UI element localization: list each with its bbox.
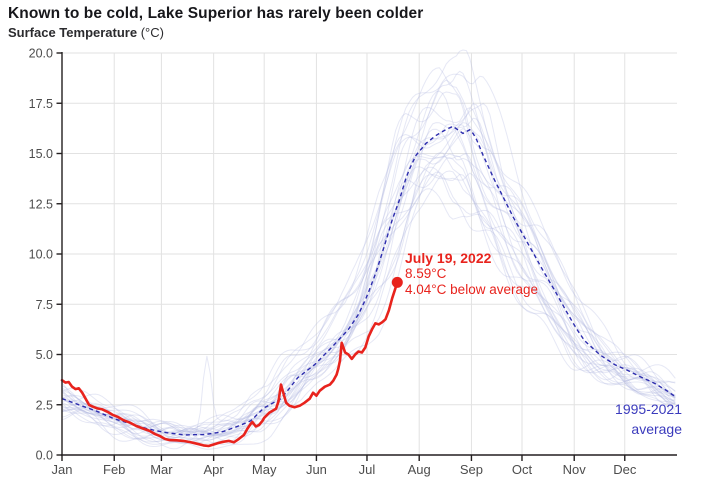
- year-line: [61, 122, 676, 443]
- axes: [56, 52, 677, 461]
- year-line: [61, 107, 676, 440]
- year-line: [61, 152, 676, 438]
- y-tick-label: 15.0: [29, 147, 53, 161]
- year-line: [61, 67, 676, 438]
- year-line: [61, 102, 676, 435]
- year-line: [61, 90, 676, 450]
- annotation-temp: 8.59°C: [405, 266, 447, 281]
- gridlines: [62, 52, 677, 455]
- year-line: [61, 103, 676, 437]
- y-tick-label: 10.0: [29, 248, 53, 262]
- x-tick-label: Apr: [204, 462, 225, 477]
- year-line: [61, 129, 676, 450]
- year-line: [62, 171, 676, 437]
- x-tick-label: Sep: [460, 462, 483, 477]
- x-tick-label: Dec: [613, 462, 637, 477]
- y-tick-label: 2.5: [36, 398, 53, 412]
- year-line: [61, 91, 676, 436]
- subtitle-label: Surface Temperature: [8, 25, 138, 40]
- x-tick-label: Feb: [103, 462, 125, 477]
- x-tick-label: Jan: [52, 462, 73, 477]
- end-point-dot: [391, 276, 403, 288]
- data-point-annotation: July 19, 2022 8.59°C 4.04°C below averag…: [405, 250, 538, 298]
- page-subtitle: Surface Temperature (°C): [8, 25, 164, 40]
- x-tick-label: Nov: [563, 462, 587, 477]
- average-line: [61, 125, 676, 436]
- y-tick-label: 17.5: [29, 97, 53, 111]
- line-2022: [60, 276, 403, 448]
- x-tick-label: Jun: [306, 462, 327, 477]
- y-tick-label: 0.0: [36, 449, 53, 463]
- x-tick-label: May: [252, 462, 277, 477]
- y-tick-label: 20.0: [29, 47, 53, 61]
- year-line: [61, 73, 676, 445]
- line-2022-path: [60, 280, 399, 448]
- year-line: [61, 127, 676, 441]
- x-tick-label: Jul: [359, 462, 376, 477]
- year-line: [61, 123, 676, 440]
- y-tick-label: 7.5: [36, 298, 53, 312]
- year-line: [61, 117, 676, 434]
- y-tick-label: 12.5: [29, 197, 53, 211]
- year-line: [61, 188, 676, 435]
- x-tick-label: Mar: [150, 462, 173, 477]
- axis-labels: 0.0 2.5 5.0 7.5 10.0 12.5 15.0 17.5 20.0 Jan Feb Ma…: [29, 47, 637, 478]
- year-line: [61, 155, 676, 437]
- year-line: [61, 125, 676, 433]
- y-tick-label: 5.0: [36, 348, 53, 362]
- year-line: [61, 49, 676, 447]
- average-dashed-line: [61, 125, 676, 436]
- x-tick-label: Aug: [408, 462, 431, 477]
- year-lines-1995-2021: [61, 49, 676, 450]
- annotation-delta: 4.04°C below average: [405, 282, 538, 297]
- subtitle-units: (°C): [137, 25, 164, 40]
- page-title: Known to be cold, Lake Superior has rare…: [8, 5, 424, 22]
- x-tick-label: Oct: [512, 462, 533, 477]
- annotation-date: July 19, 2022: [405, 250, 492, 266]
- legend-years: 1995-2021: [615, 401, 682, 417]
- year-line: [61, 157, 676, 435]
- year-line: [61, 166, 676, 433]
- year-line: [61, 79, 676, 432]
- average-legend: 1995-2021 average: [615, 399, 682, 439]
- year-line: [61, 70, 676, 436]
- legend-average: average: [631, 421, 682, 437]
